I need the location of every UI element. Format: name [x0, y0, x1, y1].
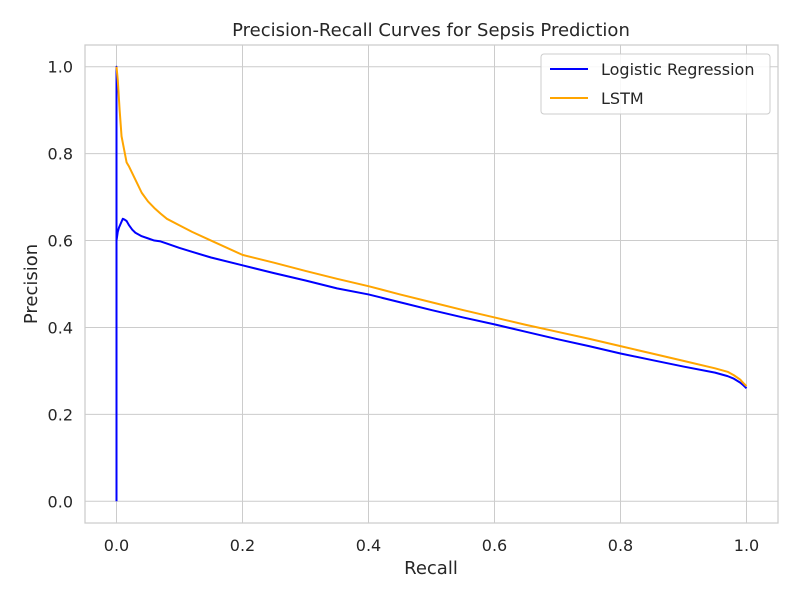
y-tick-label: 0.8 — [48, 145, 73, 164]
x-tick-label: 1.0 — [734, 536, 759, 555]
legend-box — [540, 53, 771, 115]
legend-entry-label: Logistic Regression — [601, 60, 754, 79]
chart-title: Precision-Recall Curves for Sepsis Predi… — [232, 20, 630, 41]
tick-labels: 0.0 0.2 0.4 0.6 0.8 1.0 0.0 0.2 0.4 0.6 0.8 1.0 — [48, 58, 760, 555]
x-axis-label: Recall — [404, 558, 458, 579]
series-lines — [115, 65, 748, 502]
x-tick-label: 0.4 — [356, 536, 381, 555]
x-tick-label: 0.8 — [608, 536, 633, 555]
y-tick-label: 1.0 — [48, 58, 73, 77]
series-line-lstm — [115, 66, 748, 387]
y-axis-label: Precision — [21, 244, 42, 324]
y-tick-label: 0.6 — [48, 232, 73, 251]
series-line-logistic-regression — [115, 65, 748, 502]
x-tick-label: 0.6 — [482, 536, 507, 555]
plot-area-frame — [84, 44, 779, 524]
legend: Logistic Regression LSTM — [540, 53, 771, 115]
x-tick-label: 0.2 — [230, 536, 255, 555]
y-tick-label: 0.0 — [48, 492, 73, 511]
grid — [85, 45, 778, 523]
legend-entry-label: LSTM — [601, 89, 644, 108]
y-tick-label: 0.4 — [48, 318, 73, 337]
y-tick-label: 0.2 — [48, 405, 73, 424]
x-tick-label: 0.0 — [104, 536, 129, 555]
